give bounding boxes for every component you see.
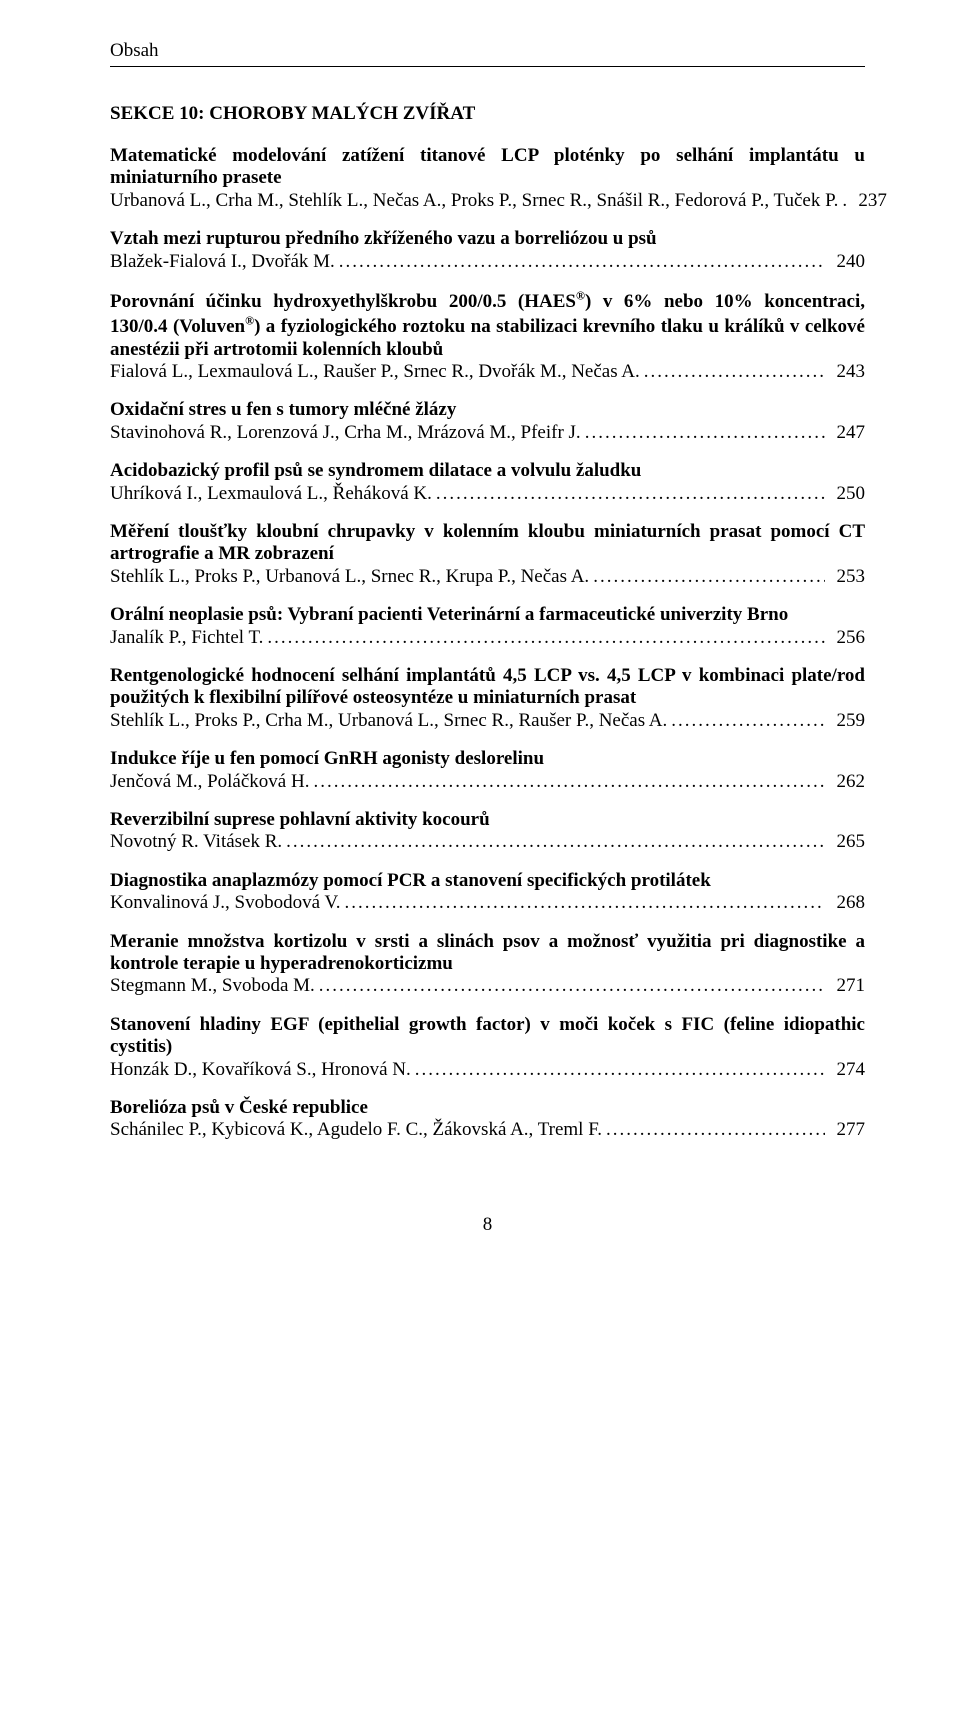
toc-entry: Oxidační stres u fen s tumory mléčné žlá… [110, 399, 865, 444]
entry-page: 271 [825, 975, 866, 997]
entry-authors: Uhríková I., Lexmaulová L., Řeháková K. [110, 483, 432, 505]
page-number-footer: 8 [110, 1214, 865, 1236]
entry-title: Borelióza psů v České republice [110, 1097, 368, 1118]
entry-title: Vztah mezi rupturou předního zkříženého … [110, 228, 657, 249]
entry-title: Stanovení hladiny EGF (epithelial growth… [110, 1014, 865, 1057]
leader-dots [602, 1119, 824, 1141]
registered-icon: ® [245, 314, 254, 328]
page-container: Obsah SEKCE 10: CHOROBY MALÝCH ZVÍŘAT Ma… [0, 0, 960, 1286]
running-head: Obsah [110, 40, 865, 62]
toc-entry: Borelióza psů v České republice Schánile… [110, 1097, 865, 1142]
entry-authors: Novotný R. Vitásek R. [110, 831, 282, 853]
registered-icon: ® [576, 289, 585, 303]
leader-dots [309, 771, 824, 793]
entry-title: Porovnání účinku hydroxyethylškrobu 200/… [110, 291, 865, 359]
entry-title: Rentgenologické hodnocení selhání implan… [110, 665, 865, 708]
entry-authors: Fialová L., Lexmaulová L., Raušer P., Sr… [110, 361, 640, 383]
toc-entry: Porovnání účinku hydroxyethylškrobu 200/… [110, 289, 865, 383]
leader-dots [581, 422, 825, 444]
entry-page: 250 [825, 483, 866, 505]
entry-authors: Schánilec P., Kybicová K., Agudelo F. C.… [110, 1119, 602, 1141]
entry-authors: Honzák D., Kovaříková S., Hronová N. [110, 1059, 411, 1081]
entry-authors: Stehlík L., Proks P., Urbanová L., Srnec… [110, 566, 589, 588]
leader-dots [432, 483, 825, 505]
entry-page: 274 [825, 1059, 866, 1081]
toc-entry: Diagnostika anaplazmózy pomocí PCR a sta… [110, 870, 865, 915]
entry-authors: Jenčová M., Poláčková H. [110, 771, 309, 793]
leader-dots [340, 892, 824, 914]
entry-authors: Urbanová L., Crha M., Stehlík L., Nečas … [110, 190, 838, 212]
leader-dots [263, 627, 824, 649]
entry-authors: Stehlík L., Proks P., Crha M., Urbanová … [110, 710, 667, 732]
entry-title: Měření tloušťky kloubní chrupavky v kole… [110, 521, 865, 564]
leader-dots [640, 361, 825, 383]
entry-title: Matematické modelování zatížení titanové… [110, 145, 865, 188]
toc-entry: Reverzibilní suprese pohlavní aktivity k… [110, 809, 865, 854]
entry-page: 240 [825, 251, 866, 273]
entry-title: Reverzibilní suprese pohlavní aktivity k… [110, 809, 490, 830]
toc-entry: Meranie množstva kortizolu v srsti a sli… [110, 931, 865, 998]
entry-page: 237 [846, 190, 887, 212]
entry-page: 243 [825, 361, 866, 383]
toc-entry: Vztah mezi rupturou předního zkříženého … [110, 228, 865, 273]
leader-dots [838, 190, 846, 212]
leader-dots [667, 710, 824, 732]
leader-dots [315, 975, 825, 997]
leader-dots [589, 566, 824, 588]
entry-authors: Konvalinová J., Svobodová V. [110, 892, 340, 914]
entry-authors: Stavinohová R., Lorenzová J., Crha M., M… [110, 422, 581, 444]
entry-page: 265 [825, 831, 866, 853]
section-title: SEKCE 10: CHOROBY MALÝCH ZVÍŘAT [110, 103, 865, 125]
toc-entry: Měření tloušťky kloubní chrupavky v kole… [110, 521, 865, 588]
leader-dots [282, 831, 824, 853]
toc-entry: Rentgenologické hodnocení selhání implan… [110, 665, 865, 732]
entry-title-part: Porovnání účinku hydroxyethylškrobu 200/… [110, 291, 576, 312]
entry-title: Diagnostika anaplazmózy pomocí PCR a sta… [110, 870, 711, 891]
entry-authors: Stegmann M., Svoboda M. [110, 975, 315, 997]
toc-entry: Acidobazický profil psů se syndromem dil… [110, 460, 865, 505]
entry-page: 262 [825, 771, 866, 793]
toc-entry: Matematické modelování zatížení titanové… [110, 145, 865, 212]
entry-authors: Blažek-Fialová I., Dvořák M. [110, 251, 335, 273]
entry-page: 268 [825, 892, 866, 914]
toc-entry: Indukce říje u fen pomocí GnRH agonisty … [110, 748, 865, 793]
entry-page: 256 [825, 627, 866, 649]
leader-dots [411, 1059, 825, 1081]
entry-authors: Janalík P., Fichtel T. [110, 627, 263, 649]
entry-page: 259 [825, 710, 866, 732]
entry-title: Oxidační stres u fen s tumory mléčné žlá… [110, 399, 456, 420]
entry-title: Orální neoplasie psů: Vybraní pacienti V… [110, 604, 788, 625]
entry-page: 277 [825, 1119, 866, 1141]
toc-entry: Stanovení hladiny EGF (epithelial growth… [110, 1014, 865, 1081]
header-rule [110, 66, 865, 67]
toc-entry: Orální neoplasie psů: Vybraní pacienti V… [110, 604, 865, 649]
entry-title: Indukce říje u fen pomocí GnRH agonisty … [110, 748, 544, 769]
entry-title: Meranie množstva kortizolu v srsti a sli… [110, 931, 865, 974]
leader-dots [335, 251, 825, 273]
entry-page: 247 [825, 422, 866, 444]
entry-title: Acidobazický profil psů se syndromem dil… [110, 460, 641, 481]
entry-page: 253 [825, 566, 866, 588]
